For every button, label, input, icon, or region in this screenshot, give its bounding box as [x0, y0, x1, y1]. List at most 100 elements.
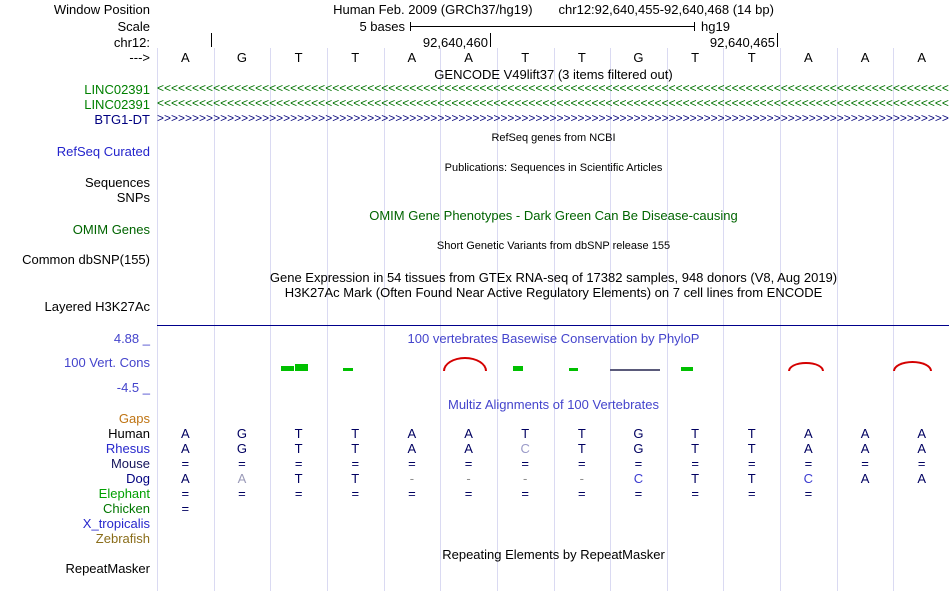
alignment-base: T — [577, 426, 586, 441]
alignment-base: T — [351, 441, 360, 456]
species-label-x_tropicalis[interactable]: X_tropicalis — [82, 516, 150, 531]
base-guideline — [723, 48, 725, 591]
gene-strand-arrows-3[interactable]: >>>>>>>>>>>>>>>>>>>>>>>>>>>>>>>>>>>>>>>>… — [157, 112, 949, 125]
alignment-base: - — [409, 471, 415, 486]
alignment-base: G — [633, 426, 644, 441]
alignment-base: = — [578, 456, 586, 471]
track-title-refseq[interactable]: RefSeq genes from NCBI — [491, 132, 616, 144]
alignment-base: T — [294, 441, 303, 456]
alignment-base: = — [861, 456, 869, 471]
alignment-base: A — [804, 426, 813, 441]
track-label-100-vert-cons[interactable]: 100 Vert. Cons — [64, 355, 150, 370]
conservation-arc — [893, 361, 932, 371]
track-title-h3k27ac[interactable]: H3K27Ac Mark (Often Found Near Active Re… — [284, 285, 823, 300]
alignment-base: = — [747, 456, 756, 471]
alignment-base: A — [917, 441, 927, 456]
alignment-base: = — [238, 486, 246, 501]
track-title-dbsnp[interactable]: Short Genetic Variants from dbSNP releas… — [436, 240, 671, 252]
scale-bar — [410, 22, 695, 31]
track-label-snps[interactable]: SNPs — [116, 190, 150, 205]
alignment-base: G — [236, 441, 248, 456]
scale-row-label: Scale — [117, 19, 150, 34]
species-label-dog[interactable]: Dog — [126, 471, 150, 486]
header-title: Human Feb. 2009 (GRCh37/hg19) chr12:92,64… — [157, 2, 950, 17]
ruler-base: A — [860, 50, 870, 65]
alignment-base: T — [747, 426, 756, 441]
track-title-phylop[interactable]: 100 vertebrates Basewise Conservation by… — [407, 331, 700, 346]
alignment-base: A — [917, 471, 927, 486]
alignment-base: = — [747, 486, 756, 501]
track-title-repeatmasker[interactable]: Repeating Elements by RepeatMasker — [442, 547, 665, 562]
alignment-base: C — [633, 471, 644, 486]
chrom-label: chr12: — [113, 35, 150, 50]
alignment-base: A — [804, 441, 813, 456]
base-guideline — [610, 48, 612, 591]
track-label-repeatmasker[interactable]: RepeatMasker — [65, 561, 150, 576]
ruler-base: A — [804, 50, 813, 65]
alignment-base: = — [408, 486, 416, 501]
species-label-chicken[interactable]: Chicken — [103, 501, 150, 516]
track-title-omim[interactable]: OMIM Gene Phenotypes - Dark Green Can Be… — [369, 208, 738, 223]
base-guideline — [440, 48, 442, 591]
track-label-omim-genes[interactable]: OMIM Genes — [72, 222, 150, 237]
coordinate-tick — [777, 33, 778, 47]
species-label-elephant[interactable]: Elephant — [98, 486, 150, 501]
track-title-gtex[interactable]: Gene Expression in 54 tissues from GTEx … — [269, 270, 838, 285]
species-label-human[interactable]: Human — [108, 426, 150, 441]
alignment-base: G — [633, 441, 644, 456]
track-label-layered-h3k27ac[interactable]: Layered H3K27Ac — [44, 299, 150, 314]
track-title-gencode[interactable]: GENCODE V49lift37 (3 items filtered out) — [434, 67, 673, 82]
alignment-base: = — [634, 486, 643, 501]
alignment-base: = — [578, 486, 586, 501]
base-guideline — [893, 48, 895, 591]
species-label-zebrafish[interactable]: Zebrafish — [95, 531, 150, 546]
alignment-base: A — [860, 426, 870, 441]
alignment-base: A — [407, 441, 417, 456]
species-label-rhesus[interactable]: Rhesus — [105, 441, 150, 456]
track-label-sequences[interactable]: Sequences — [84, 175, 150, 190]
gene-strand-arrows-2[interactable]: <<<<<<<<<<<<<<<<<<<<<<<<<<<<<<<<<<<<<<<<… — [157, 97, 949, 110]
conservation-bar — [343, 368, 353, 371]
base-guideline — [553, 48, 555, 591]
track-label-refseq-curated[interactable]: RefSeq Curated — [56, 144, 150, 159]
coordinate-label: 92,640,465 — [709, 35, 775, 50]
cons-min-label: -4.5 _ — [116, 380, 150, 395]
alignment-base: C — [803, 471, 814, 486]
alignment-base: = — [408, 456, 416, 471]
coordinate-label: 92,640,460 — [422, 35, 488, 50]
gene-label-linc02391-2[interactable]: LINC02391 — [84, 97, 150, 112]
conservation-bar — [513, 366, 523, 371]
track-title-multiz[interactable]: Multiz Alignments of 100 Vertebrates — [447, 397, 659, 412]
gene-label-btg1-dt[interactable]: BTG1-DT — [94, 112, 150, 127]
scale-value-label: 5 bases — [359, 19, 405, 34]
species-label-mouse[interactable]: Mouse — [110, 456, 150, 471]
alignment-base: T — [691, 471, 700, 486]
conservation-bar — [610, 369, 660, 371]
base-guideline — [270, 48, 272, 591]
base-guideline — [383, 48, 385, 591]
ruler-base: T — [351, 50, 360, 65]
base-guideline — [496, 48, 498, 591]
alignment-base: C — [520, 441, 530, 456]
base-guideline — [157, 48, 158, 591]
gene-strand-arrows-1[interactable]: <<<<<<<<<<<<<<<<<<<<<<<<<<<<<<<<<<<<<<<<… — [157, 82, 949, 95]
base-guideline — [780, 48, 782, 591]
gene-label-linc02391-1[interactable]: LINC02391 — [84, 82, 150, 97]
base-guideline — [326, 48, 328, 591]
alignment-base: T — [351, 471, 360, 486]
alignment-base: T — [294, 471, 303, 486]
ruler-base: A — [180, 50, 190, 65]
alignment-base: = — [634, 456, 643, 471]
alignment-base: = — [238, 456, 246, 471]
track-label-common-dbsnp[interactable]: Common dbSNP(155) — [22, 252, 150, 267]
alignment-base: A — [407, 426, 417, 441]
conservation-bar — [281, 366, 294, 371]
ruler-base: G — [633, 50, 644, 65]
track-title-publications[interactable]: Publications: Sequences in Scientific Ar… — [444, 162, 663, 174]
assembly-title: Human Feb. 2009 (GRCh37/hg19) — [333, 2, 533, 17]
alignment-base: = — [351, 486, 360, 501]
base-guideline — [836, 48, 838, 591]
species-label-gaps[interactable]: Gaps — [118, 411, 150, 426]
alignment-base: = — [521, 486, 529, 501]
conservation-arc — [443, 357, 487, 371]
